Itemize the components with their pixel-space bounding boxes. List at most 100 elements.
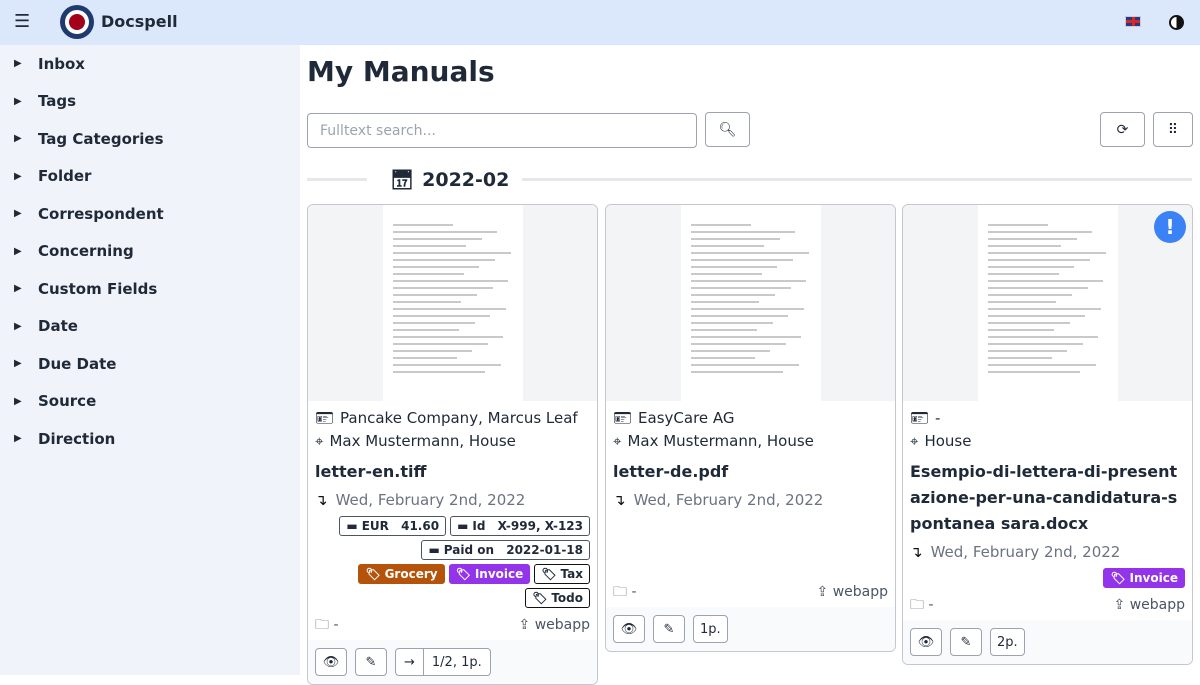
caret-right-icon: ▶ — [14, 283, 22, 295]
search-input[interactable] — [307, 113, 697, 148]
upload-icon: ⇪ — [816, 584, 829, 600]
divider — [307, 178, 367, 181]
correspondent-icon: 🪪︎ — [315, 409, 335, 427]
sidebar-item-inbox[interactable]: ▶ Inbox — [0, 45, 300, 83]
document-name: letter-en.tiff — [315, 462, 427, 481]
caret-right-icon: ▶ — [14, 433, 22, 445]
concerning-icon: ⌖ — [910, 432, 919, 450]
tag-badge[interactable]: 🏷︎ Todo — [525, 588, 590, 608]
field-label: EUR — [361, 519, 389, 533]
concerning: House — [924, 432, 972, 450]
brand-name[interactable]: Docspell — [101, 12, 178, 31]
edit-button[interactable]: ✎ — [950, 628, 982, 656]
caret-right-icon: ▶ — [14, 245, 22, 257]
tag-badge[interactable]: 🏷︎ Tax — [534, 564, 590, 584]
preview-button[interactable]: 👁︎ — [910, 628, 942, 656]
sidebar-item-date[interactable]: ▶ Date — [0, 308, 300, 346]
sidebar-item-due-date[interactable]: ▶ Due Date — [0, 345, 300, 383]
refresh-icon: ⟳ — [1116, 121, 1129, 138]
arrow-right-icon: → — [396, 649, 424, 675]
related-button[interactable]: → 1/2, 1p. — [395, 648, 491, 676]
view-toggle-button[interactable]: ⠿ — [1153, 112, 1193, 147]
tag-badge[interactable]: 🏷︎ Invoice — [448, 564, 531, 584]
sidebar-item-label: Tag Categories — [38, 129, 164, 148]
preview-button[interactable]: 👁︎ — [315, 648, 347, 676]
sidebar: ▶ Inbox ▶ Tags ▶ Tag Categories ▶ Folder ▶ Corres… — [0, 45, 300, 675]
eye-icon: 👁︎ — [620, 621, 638, 637]
sidebar-item-tags[interactable]: ▶ Tags — [0, 83, 300, 121]
page-count[interactable]: 2p. — [990, 628, 1025, 656]
upload-icon: ⇪ — [518, 617, 531, 633]
sidebar-item-label: Direction — [38, 429, 116, 448]
sidebar-item-label: Concerning — [38, 242, 134, 261]
search-icon: 🔍︎ — [718, 121, 737, 138]
sidebar-item-label: Inbox — [38, 54, 85, 73]
tag-label: Invoice — [474, 567, 524, 581]
field-label: Paid on — [443, 543, 495, 557]
docspell-logo[interactable] — [60, 5, 94, 39]
new-item-icon: ! — [1154, 211, 1186, 243]
concerning: Max Mustermann, House — [329, 432, 516, 450]
sidebar-item-label: Correspondent — [38, 204, 164, 223]
caret-right-icon: ▶ — [14, 358, 22, 370]
tag-icon: 🏷︎ — [1110, 571, 1126, 585]
document-name: letter-de.pdf — [613, 462, 729, 481]
document-date: Wed, February 2nd, 2022 — [335, 491, 526, 509]
custom-field-badge: ▬ Paid on 2022-01-18 — [421, 540, 590, 560]
page-count[interactable]: 1p. — [693, 615, 728, 643]
field-label: Id — [472, 519, 486, 533]
document-preview[interactable]: ! — [903, 205, 1192, 401]
hamburger-icon[interactable]: ☰ — [14, 11, 31, 32]
refresh-button[interactable]: ⟳ — [1100, 112, 1145, 147]
preview-button[interactable]: 👁︎ — [613, 615, 645, 643]
custom-field-badge: ▬ EUR 41.60 — [339, 516, 447, 536]
document-name: Esempio-di-lettera-di-presentazione-per-… — [910, 462, 1178, 533]
tag-badge[interactable]: 🏷︎ Invoice — [1103, 568, 1185, 588]
correspondent-icon: 🪪︎ — [910, 409, 930, 427]
document-preview[interactable] — [308, 205, 597, 401]
document-preview[interactable] — [606, 205, 895, 401]
page-count: 1/2, 1p. — [431, 654, 482, 670]
source: webapp — [1129, 597, 1185, 613]
sidebar-item-label: Date — [38, 317, 78, 336]
edit-icon: ✎ — [663, 621, 675, 637]
sidebar-item-direction[interactable]: ▶ Direction — [0, 420, 300, 458]
sidebar-item-concerning[interactable]: ▶ Concerning — [0, 233, 300, 271]
contrast-icon[interactable] — [1169, 15, 1184, 30]
caret-right-icon: ▶ — [14, 320, 22, 332]
group-label: 2022-02 — [422, 169, 510, 191]
uk-flag-icon[interactable] — [1125, 16, 1141, 27]
field-icon: ▬ — [457, 519, 469, 533]
tag-icon: 🏷︎ — [455, 567, 471, 581]
sidebar-item-tag-categories[interactable]: ▶ Tag Categories — [0, 120, 300, 158]
search-button[interactable]: 🔍︎ — [705, 112, 750, 147]
sidebar-item-label: Folder — [38, 167, 92, 186]
document-card[interactable]: ! 🪪︎ - ⌖ House Esempio-di-lettera-di-prese… — [902, 204, 1193, 665]
caret-right-icon: ▶ — [14, 170, 22, 182]
folder: - — [333, 617, 339, 633]
caret-right-icon: ▶ — [14, 58, 22, 70]
field-icon: ▬ — [346, 519, 358, 533]
concerning-icon: ⌖ — [613, 432, 622, 450]
field-value: 41.60 — [401, 519, 440, 533]
sidebar-item-folder[interactable]: ▶ Folder — [0, 158, 300, 196]
tag-badge[interactable]: 🏷︎ Grocery — [358, 564, 445, 584]
document-card[interactable]: 🪪︎ Pancake Company, Marcus Leaf ⌖ Max Must… — [307, 204, 598, 685]
sidebar-item-custom-fields[interactable]: ▶ Custom Fields — [0, 270, 300, 308]
sidebar-item-correspondent[interactable]: ▶ Correspondent — [0, 195, 300, 233]
sidebar-item-label: Source — [38, 392, 97, 411]
sidebar-item-label: Custom Fields — [38, 279, 158, 298]
edit-button[interactable]: ✎ — [355, 648, 387, 676]
edit-button[interactable]: ✎ — [653, 615, 685, 643]
custom-field-badge: ▬ Id X-999, X-123 — [450, 516, 590, 536]
tag-icon: 🏷︎ — [532, 591, 548, 605]
labels: ▬ EUR 41.60 ▬ Id X-999, X-123 ▬ Paid on 2022-… — [308, 510, 597, 608]
caret-right-icon: ▶ — [14, 395, 22, 407]
incoming-icon: ↴ — [613, 491, 626, 509]
labels: 🏷︎ Invoice — [903, 562, 1192, 588]
correspondent: - — [935, 409, 941, 427]
sidebar-item-source[interactable]: ▶ Source — [0, 383, 300, 421]
edit-icon: ✎ — [365, 654, 377, 670]
document-card[interactable]: 🪪︎ EasyCare AG ⌖ Max Mustermann, House let… — [605, 204, 896, 652]
tag-label: Tax — [560, 567, 583, 581]
